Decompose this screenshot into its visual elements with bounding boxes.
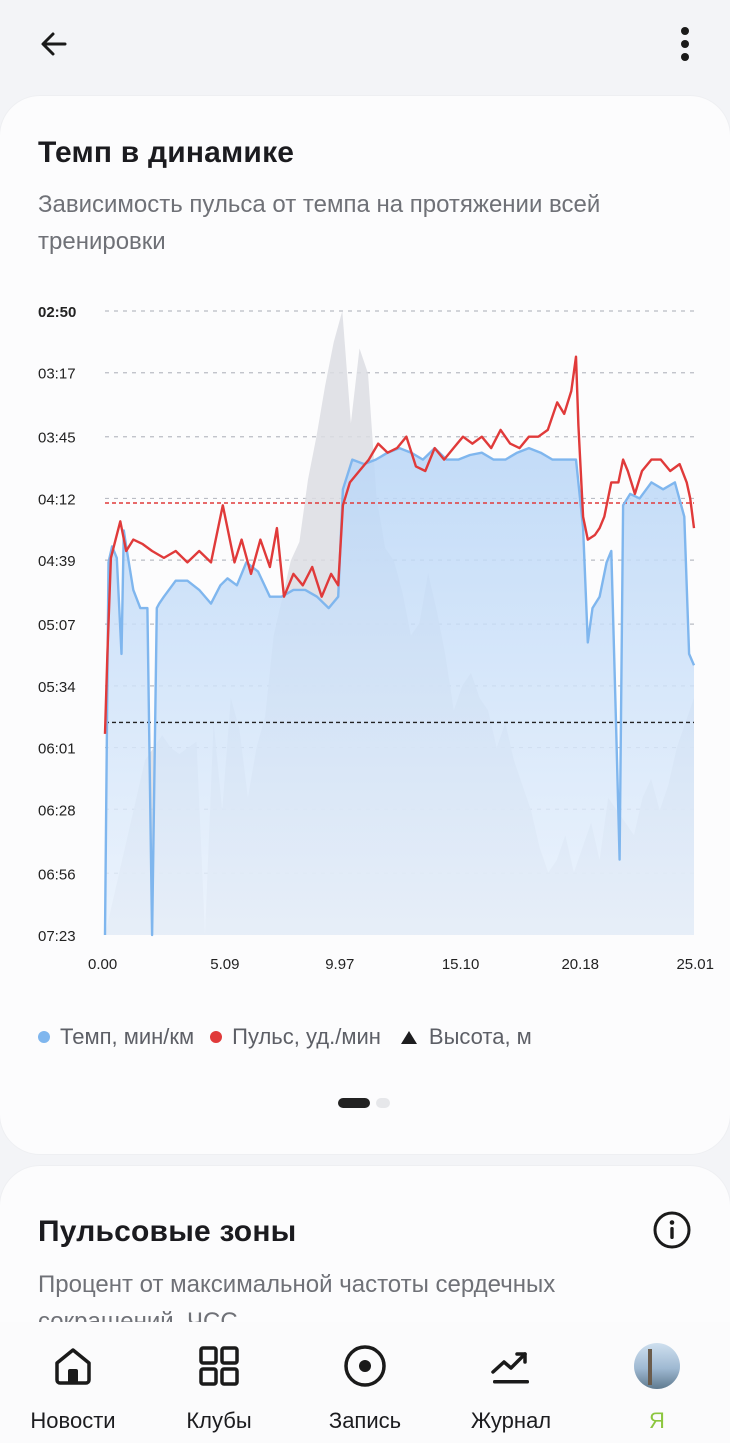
nav-item-profile[interactable]: Я [584,1322,730,1443]
nav-label: Новости [30,1408,116,1433]
legend-dot-icon [210,1031,223,1043]
nav-label: Журнал [470,1408,552,1433]
zones-info-button[interactable] [648,1206,696,1254]
arrow-left-icon [41,32,67,56]
pace-card-subtitle: Зависимость пульса от темпа на протяжени… [38,191,601,255]
legend-label: Пульс, уд./мин [232,1024,381,1049]
pace-card-title: Темп в динамике [38,136,295,169]
x-tick-label: 0.00 [88,956,117,973]
home-icon [49,1342,97,1390]
y-tick-label: 03:45 [38,430,76,447]
nav-item-journal[interactable]: Журнал [438,1322,584,1443]
pace-chart[interactable]: 02:50 03:17 03:45 04:12 04:39 05:07 05:34 06:01… [0,0,730,1000]
chart-trend-icon [487,1342,535,1390]
x-tick-label: 20.18 [561,956,599,973]
x-tick-label: 15.10 [442,956,480,973]
y-tick-label: 04:12 [38,491,76,508]
bottom-navigation: Новости Клубы Запись [0,1322,730,1443]
y-tick-label: 06:56 [38,866,76,883]
y-tick-label: 04:39 [38,553,76,570]
chart-pager[interactable] [338,1098,390,1108]
heart-rate-line [103,355,696,734]
chart-legend: Темп, мин/км Пульс, уд./мин Высота, м [38,1022,548,1052]
back-button[interactable] [30,20,78,68]
x-tick-label: 9.97 [325,956,354,973]
y-tick-label: 06:01 [38,741,76,758]
nav-item-clubs[interactable]: Клубы [146,1322,292,1443]
legend-triangle-icon [400,1030,417,1044]
top-bar [0,0,730,92]
zones-card-subtitle: Процент от максимальной частоты сердечны… [38,1271,556,1322]
nav-item-news[interactable]: Новости [0,1322,146,1443]
nav-label: Я [649,1408,665,1433]
legend-dot-icon [38,1031,50,1043]
legend-item-heart-rate: Пульс, уд./мин [210,1024,381,1050]
legend-label: Темп, мин/км [60,1024,195,1049]
pace-area [105,448,694,935]
more-vertical-icon [681,27,689,61]
profile-avatar [634,1343,680,1389]
y-tick-label: 02:50 [38,304,76,321]
y-tick-label: 05:34 [38,679,76,696]
zones-card-title: Пульсовые зоны [38,1215,297,1248]
y-tick-label: 07:23 [38,928,76,945]
pace-line [103,446,696,937]
y-tick-label: 05:07 [38,617,76,634]
pager-dot[interactable] [376,1098,390,1108]
y-tick-label: 03:17 [38,366,76,383]
nav-item-record[interactable]: Запись [292,1322,438,1443]
grid-icon [195,1342,243,1390]
more-options-button[interactable] [661,20,709,68]
legend-item-altitude: Высота, м [397,1024,532,1050]
nav-label: Клубы [186,1408,252,1433]
legend-label: Высота, м [428,1024,532,1049]
pager-dot-active[interactable] [338,1098,370,1108]
record-icon [341,1342,389,1390]
x-tick-label: 25.01 [676,956,714,973]
info-circle-icon [653,1211,691,1249]
y-tick-label: 06:28 [38,802,76,819]
avatar [633,1342,681,1390]
x-tick-label: 5.09 [210,956,239,973]
nav-label: Запись [328,1408,402,1433]
legend-item-pace: Темп, мин/км [38,1024,194,1050]
